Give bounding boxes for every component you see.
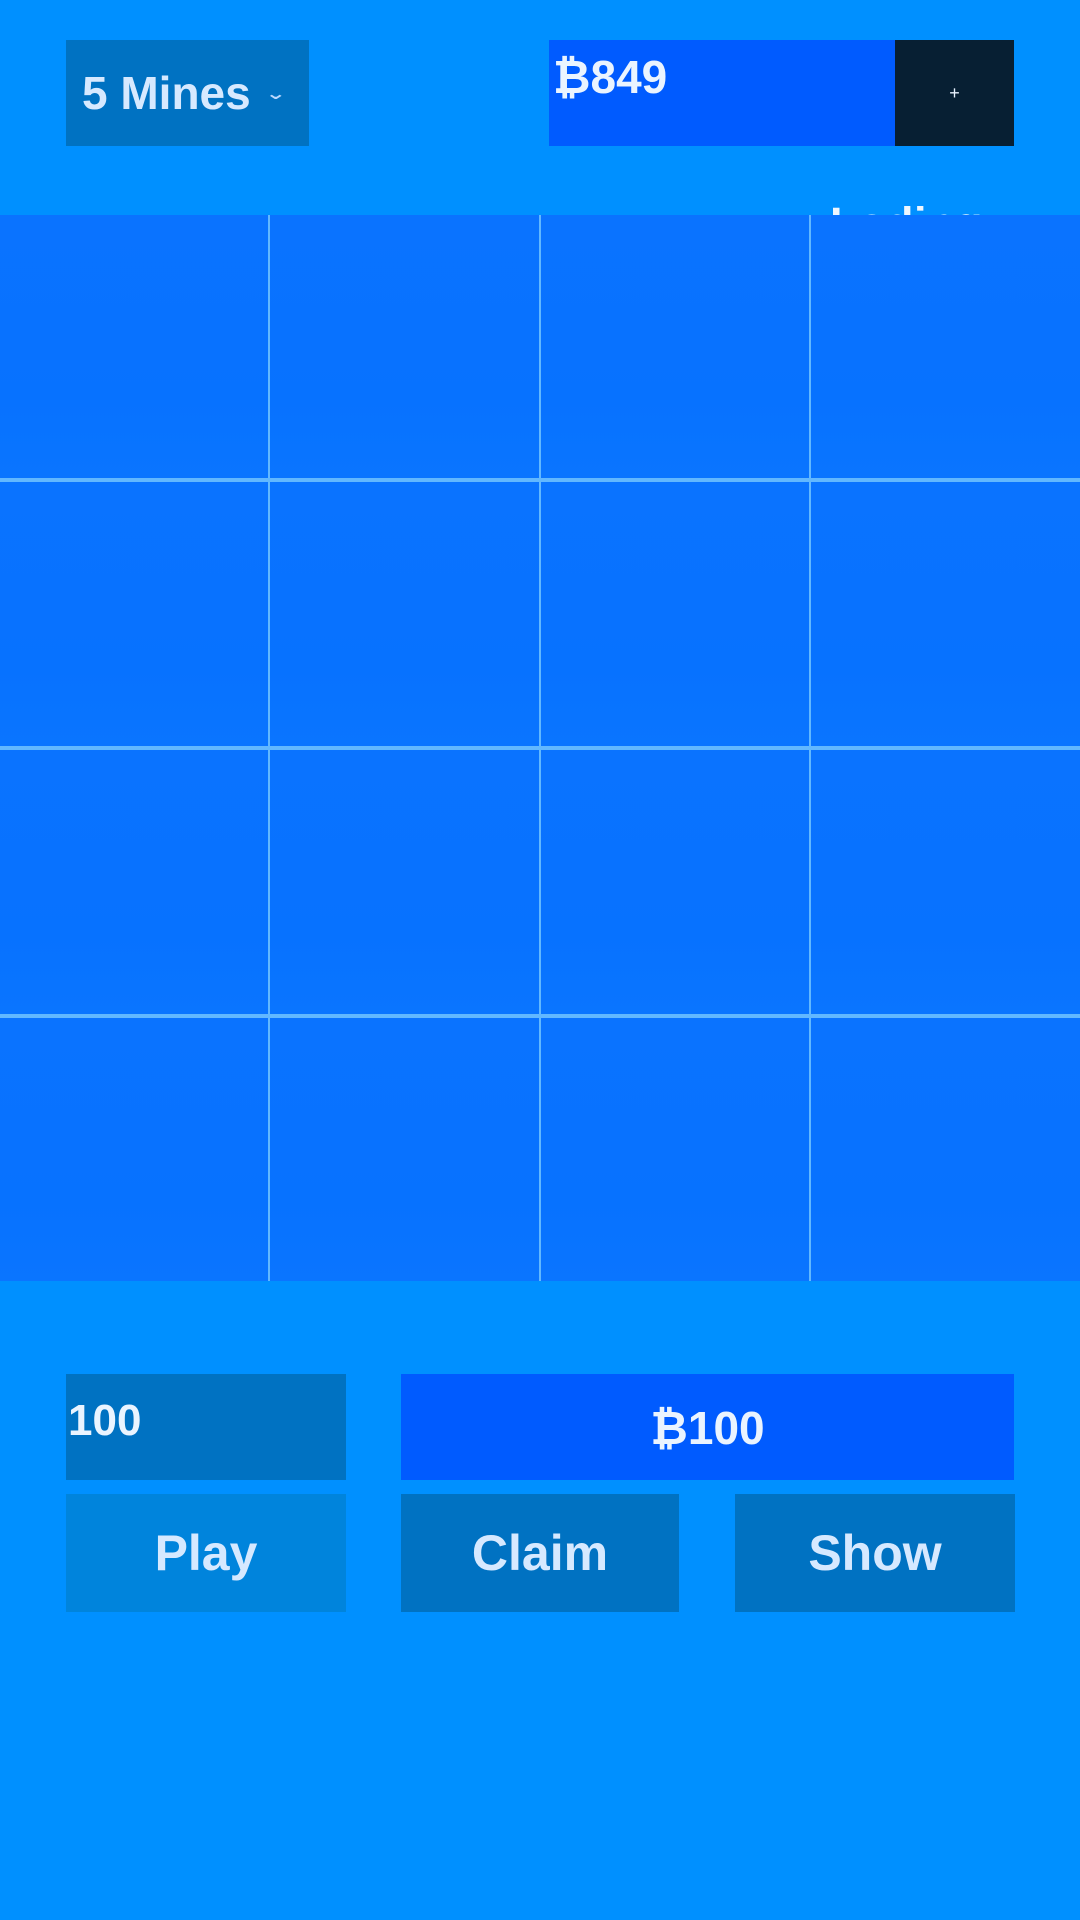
tile-r3-c3[interactable] [541, 750, 809, 1014]
tile-r1-c1[interactable] [0, 215, 268, 478]
tile-r4-c1[interactable] [0, 1018, 268, 1281]
balance-display: ₿849 [549, 40, 895, 146]
tile-r2-c2[interactable] [270, 482, 539, 746]
tile-r2-c1[interactable] [0, 482, 268, 746]
tile-r4-c2[interactable] [270, 1018, 539, 1281]
play-button[interactable]: Play [66, 1494, 346, 1612]
bet-amount-display: ₿100 [401, 1374, 1014, 1480]
tile-r4-c3[interactable] [541, 1018, 809, 1281]
show-button[interactable]: Show [735, 1494, 1015, 1612]
tile-r3-c2[interactable] [270, 750, 539, 1014]
mines-select[interactable]: 5 Mines ⌄ [66, 40, 309, 146]
tile-r2-c4[interactable] [811, 482, 1080, 746]
tile-r1-c2[interactable] [270, 215, 539, 478]
add-funds-button[interactable]: + [895, 40, 1014, 146]
tile-r1-c3[interactable] [541, 215, 809, 478]
mines-grid [0, 215, 1080, 1281]
tile-r1-c4[interactable] [811, 215, 1080, 478]
tile-r2-c3[interactable] [541, 482, 809, 746]
chevron-down-icon: ⌄ [264, 86, 287, 103]
claim-button[interactable]: Claim [401, 1494, 679, 1612]
tile-r4-c4[interactable] [811, 1018, 1080, 1281]
bet-amount-input[interactable] [66, 1374, 346, 1480]
tile-r3-c4[interactable] [811, 750, 1080, 1014]
mines-select-label: 5 Mines [82, 67, 251, 119]
tile-r3-c1[interactable] [0, 750, 268, 1014]
